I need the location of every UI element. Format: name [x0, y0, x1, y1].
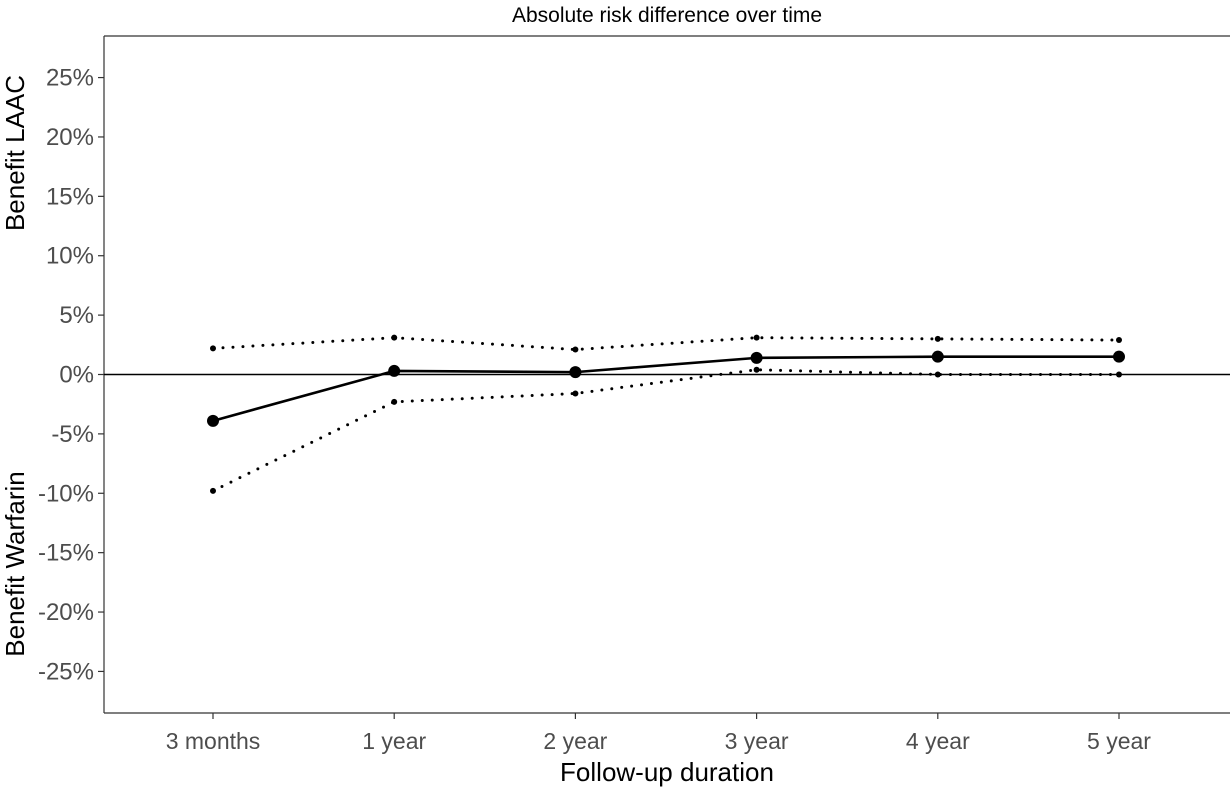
y-axis-label-top: Benefit LAAC: [0, 75, 30, 231]
data-point-upper: [391, 334, 398, 341]
y-tick-label: 0%: [59, 362, 94, 389]
x-tick-label: 2 year: [543, 728, 607, 754]
chart-title: Absolute risk difference over time: [512, 4, 822, 27]
data-point-estimate: [1113, 350, 1125, 363]
x-tick-label: 5 year: [1087, 728, 1151, 754]
data-point-lower: [753, 366, 760, 373]
x-tick-label: 3 year: [725, 728, 789, 754]
y-tick-label: 15%: [46, 183, 94, 210]
data-point-upper: [210, 345, 216, 352]
data-point-upper: [753, 334, 760, 341]
y-tick-label: -25%: [38, 658, 94, 685]
series-line-upper: [211, 336, 1121, 352]
y-tick-label: -15%: [38, 540, 94, 567]
x-axis-label: Follow-up duration: [560, 757, 774, 787]
data-point-estimate: [207, 414, 219, 427]
data-point-estimate: [750, 351, 763, 364]
data-point-lower: [572, 390, 579, 397]
y-axis-label-bottom: Benefit Warfarin: [0, 471, 30, 656]
data-point-lower: [1116, 371, 1122, 378]
y-tick-label: 20%: [46, 124, 94, 151]
y-tick-label: -5%: [51, 421, 94, 448]
y-tick-label: 25%: [46, 65, 94, 92]
x-tick-label: 3 months: [166, 728, 261, 754]
data-point-estimate: [569, 366, 582, 379]
data-point-lower: [210, 487, 216, 494]
x-tick-label: 4 year: [906, 728, 970, 754]
data-point-upper: [572, 346, 579, 353]
data-point-lower: [391, 398, 398, 405]
x-tick-label: 1 year: [362, 728, 426, 754]
y-tick-label: 10%: [46, 243, 94, 270]
data-point-upper: [1116, 337, 1122, 344]
series-line-estimate: [211, 355, 1121, 423]
y-tick-label: -10%: [38, 480, 94, 507]
series-line-lower: [211, 368, 1121, 493]
series-layer: [207, 334, 1125, 494]
data-point-upper: [934, 335, 941, 342]
y-axis-ticks: 25% 20% 15% 10% 5% 0% -5% -10% -15% -20% -25%: [38, 65, 104, 685]
data-point-estimate: [388, 364, 401, 377]
data-point-lower: [934, 371, 941, 378]
data-point-estimate: [931, 350, 944, 363]
x-axis-ticks: 3 months 1 year 2 year 3 year 4 year 5 year: [166, 713, 1151, 754]
y-tick-label: -20%: [38, 599, 94, 626]
y-tick-label: 5%: [59, 302, 94, 329]
